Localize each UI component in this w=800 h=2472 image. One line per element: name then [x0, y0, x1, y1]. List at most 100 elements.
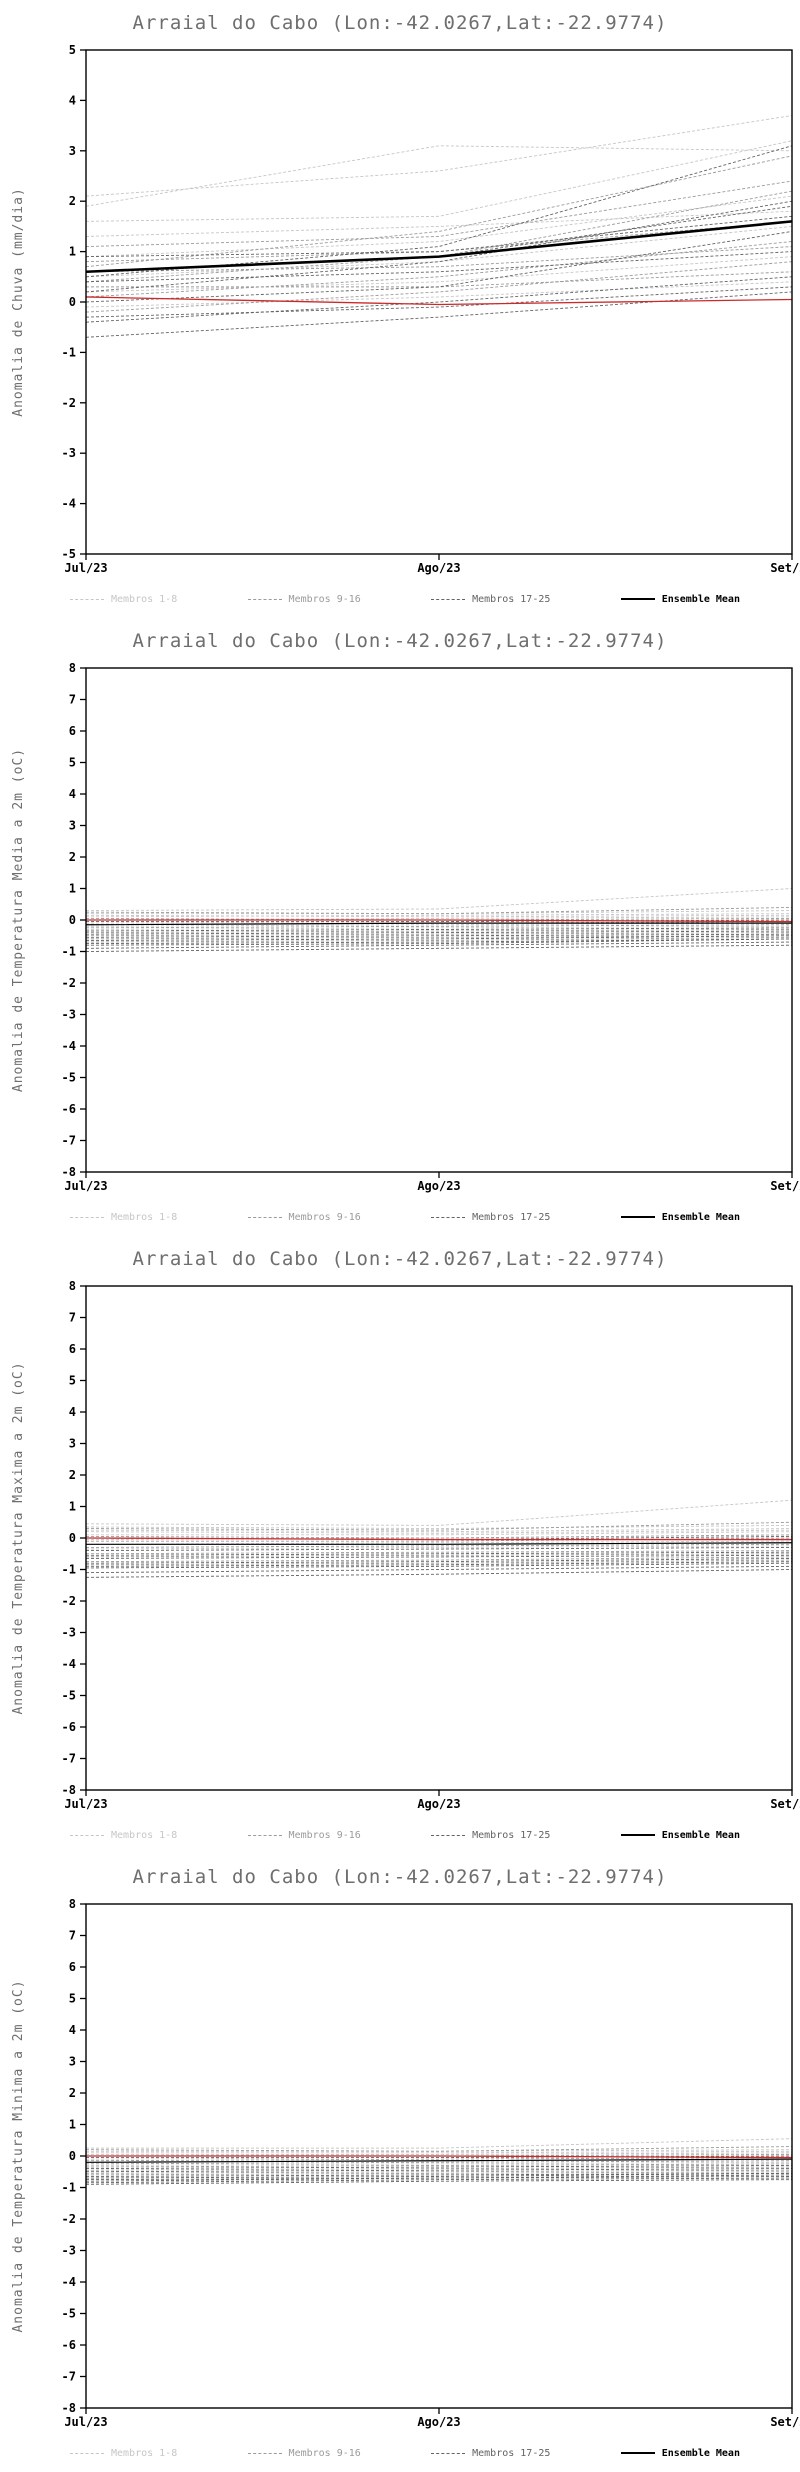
member-line — [85, 2169, 793, 2174]
y-tick-label: 0 — [69, 913, 76, 927]
member-line — [85, 2172, 793, 2179]
x-tick-label: Ago/23 — [417, 561, 460, 575]
member-line — [85, 1528, 793, 1533]
member-line — [85, 246, 793, 273]
legend-item-members-9-16: Membros 9-16 — [247, 1829, 361, 1841]
legend-line-sample — [247, 598, 282, 600]
member-line — [85, 2161, 793, 2166]
member-line — [85, 925, 793, 930]
member-line — [85, 155, 793, 268]
member-line — [85, 1559, 793, 1566]
y-tick-label: 6 — [69, 1342, 76, 1356]
legend-item-members-1-8: Membros 1-8 — [70, 1212, 177, 1223]
legend-item-members-17-25: Membros 17-25 — [431, 1830, 550, 1841]
y-tick-label: 4 — [69, 787, 76, 801]
y-tick-label: -7 — [62, 1134, 76, 1148]
legend-item-members-9-16: Membros 9-16 — [247, 2448, 361, 2459]
legend-label: Ensemble Mean — [661, 1211, 740, 1223]
y-tick-label: -4 — [62, 1657, 76, 1671]
y-tick-label: -5 — [62, 1689, 76, 1703]
member-line — [85, 944, 793, 952]
member-line — [86, 2149, 793, 2152]
legend-line-sample — [620, 1216, 655, 1218]
member-line — [85, 1534, 793, 1539]
legend-item-members-9-16: Membros 9-16 — [247, 1212, 361, 1223]
y-tick-label: 1 — [69, 245, 76, 259]
x-tick-label: Ago/23 — [417, 2415, 460, 2429]
y-tick-label: -6 — [62, 1102, 76, 1116]
member-line — [85, 241, 793, 298]
member-line — [85, 1524, 793, 1530]
member-line — [85, 936, 793, 943]
legend-item-ensemble-mean: Ensemble Mean — [620, 593, 740, 605]
y-tick-label: -7 — [62, 1752, 76, 1766]
legend-line-sample — [431, 1834, 466, 1836]
legend-label: Membros 1-8 — [111, 1211, 178, 1223]
member-line — [85, 1565, 793, 1574]
legend-item-members-1-8: Membros 1-8 — [70, 1830, 177, 1841]
legend-line-sample — [70, 1834, 104, 1836]
legend-label: Membros 1-8 — [111, 2447, 178, 2459]
member-line — [85, 2172, 793, 2177]
member-line — [85, 281, 793, 308]
member-line — [85, 291, 793, 338]
member-line — [85, 140, 793, 222]
y-tick-label: 5 — [69, 43, 76, 57]
member-line — [85, 1562, 793, 1569]
x-tick-label: Set/23 — [770, 1179, 800, 1193]
legend-item-ensemble-mean: Ensemble Mean — [620, 1211, 740, 1223]
member-line — [85, 190, 793, 283]
legend-label: Membros 17-25 — [472, 2447, 551, 2459]
member-line — [85, 2155, 793, 2160]
member-line — [85, 2166, 793, 2171]
ensemble-mean-line — [86, 1542, 793, 1545]
member-line — [85, 935, 793, 941]
y-tick-label: -6 — [62, 1720, 76, 1734]
y-tick-label: 0 — [69, 1531, 76, 1545]
x-tick-label: Jul/23 — [64, 1797, 107, 1811]
plot-area-temp-media: Anomalia de Temperatura Media a 2m (oC) -… — [11, 661, 800, 1193]
member-line — [85, 1569, 793, 1578]
y-tick-label: 5 — [69, 756, 76, 770]
legend-item-members-1-8: Membros 1-8 — [70, 594, 177, 605]
member-line — [85, 930, 793, 935]
x-tick-label: Set/23 — [770, 1797, 800, 1811]
legend-label: Ensemble Mean — [661, 2447, 740, 2459]
member-line — [85, 2177, 793, 2184]
member-line — [85, 180, 793, 248]
member-line — [85, 2157, 793, 2162]
legend-label: Ensemble Mean — [661, 1829, 740, 1841]
member-line — [86, 271, 793, 288]
member-line — [85, 919, 793, 924]
legend-label: Membros 17-25 — [472, 1829, 551, 1841]
member-line — [85, 941, 793, 949]
y-axis-label: Anomalia de Chuva (mm/dia) — [11, 187, 26, 417]
member-line — [85, 2160, 793, 2165]
y-tick-label: -2 — [62, 976, 76, 990]
y-tick-label: 8 — [69, 1279, 76, 1293]
member-line — [85, 1556, 793, 1563]
y-tick-label: -5 — [62, 547, 76, 561]
legend-line-sample — [620, 1834, 655, 1836]
chart-title: Arraial do Cabo (Lon:-42.0267,Lat:-22.97… — [132, 1248, 668, 1270]
member-line — [85, 917, 793, 921]
legend-label: Membros 9-16 — [288, 1829, 361, 1841]
ensemble-mean-line — [85, 2158, 793, 2163]
member-line — [85, 2176, 793, 2182]
y-tick-label: 4 — [69, 2023, 76, 2037]
y-tick-label: 2 — [69, 194, 76, 208]
legend-label: Ensemble Mean — [661, 593, 740, 605]
y-tick-label: -5 — [62, 1071, 76, 1085]
member-line — [85, 1561, 793, 1567]
legend: Membros 1-8 Membros 9-16 Membros 17-25 E… — [0, 1204, 800, 1230]
member-line — [85, 200, 793, 293]
member-line — [85, 2163, 793, 2168]
plot-area-temp-maxima: Anomalia de Temperatura Maxima a 2m (oC)… — [11, 1279, 800, 1811]
legend-item-members-1-8: Membros 1-8 — [70, 2448, 177, 2459]
y-tick-label: 1 — [69, 1500, 76, 1514]
legend-line-sample — [431, 1216, 466, 1218]
member-line — [85, 1558, 793, 1564]
y-tick-label: -7 — [62, 2370, 76, 2384]
y-tick-label: -4 — [62, 1039, 76, 1053]
member-line — [85, 906, 793, 915]
